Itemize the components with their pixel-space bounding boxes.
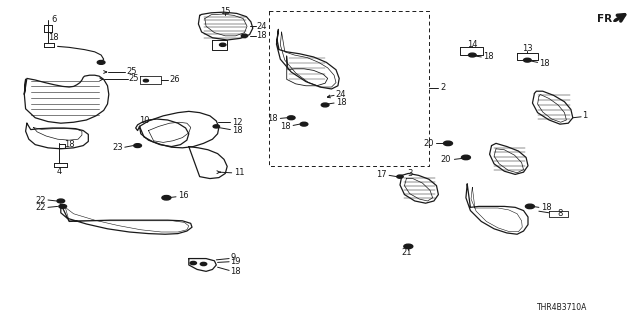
Circle shape: [461, 155, 470, 160]
Text: 2: 2: [440, 83, 445, 92]
Text: 15: 15: [220, 7, 230, 16]
Text: 18: 18: [541, 203, 552, 212]
Circle shape: [134, 144, 141, 148]
Text: 17: 17: [376, 170, 387, 179]
Text: 13: 13: [522, 44, 532, 53]
Text: 25: 25: [127, 67, 137, 76]
Text: 24: 24: [335, 90, 346, 99]
Text: 12: 12: [232, 118, 242, 127]
Circle shape: [220, 43, 226, 46]
Text: 19: 19: [230, 257, 241, 266]
Text: 11: 11: [234, 168, 244, 177]
Text: 18: 18: [267, 114, 278, 123]
Circle shape: [241, 34, 248, 37]
Circle shape: [525, 204, 534, 209]
Text: 8: 8: [557, 209, 563, 218]
Text: 16: 16: [178, 191, 189, 200]
Text: 22: 22: [36, 203, 46, 212]
Circle shape: [213, 125, 220, 128]
Text: FR.: FR.: [597, 13, 616, 24]
Text: 22: 22: [36, 196, 46, 204]
Circle shape: [59, 204, 67, 208]
Text: 20: 20: [424, 139, 434, 148]
Circle shape: [190, 261, 196, 265]
Text: 9: 9: [230, 253, 236, 262]
Text: 24: 24: [256, 22, 266, 31]
Text: 23: 23: [112, 143, 123, 152]
Text: 18: 18: [256, 31, 267, 40]
Text: 18: 18: [49, 33, 59, 42]
Circle shape: [300, 122, 308, 126]
Text: 18: 18: [336, 98, 347, 107]
Circle shape: [444, 141, 452, 146]
Text: 18: 18: [232, 126, 243, 135]
Text: 25: 25: [128, 74, 138, 83]
Circle shape: [143, 79, 148, 82]
Circle shape: [404, 244, 413, 249]
Circle shape: [57, 199, 65, 203]
Circle shape: [321, 103, 329, 107]
Circle shape: [524, 58, 531, 62]
Text: 18: 18: [230, 267, 241, 276]
Circle shape: [97, 60, 105, 64]
Circle shape: [200, 262, 207, 266]
Text: 18: 18: [539, 59, 550, 68]
Text: 3: 3: [407, 169, 412, 178]
Text: 14: 14: [467, 40, 477, 49]
Text: 21: 21: [401, 248, 412, 257]
Text: 4: 4: [56, 167, 61, 176]
Text: 18: 18: [280, 122, 291, 131]
Circle shape: [397, 175, 403, 178]
Text: THR4B3710A: THR4B3710A: [537, 303, 587, 312]
Text: 20: 20: [441, 155, 451, 164]
Circle shape: [468, 53, 476, 57]
Circle shape: [162, 196, 171, 200]
Circle shape: [287, 116, 295, 120]
Text: 1: 1: [582, 111, 588, 120]
Text: 26: 26: [170, 75, 180, 84]
Text: 18: 18: [64, 140, 74, 148]
Text: 10: 10: [139, 116, 149, 125]
Text: 6: 6: [51, 15, 56, 24]
Text: 18: 18: [483, 52, 494, 61]
